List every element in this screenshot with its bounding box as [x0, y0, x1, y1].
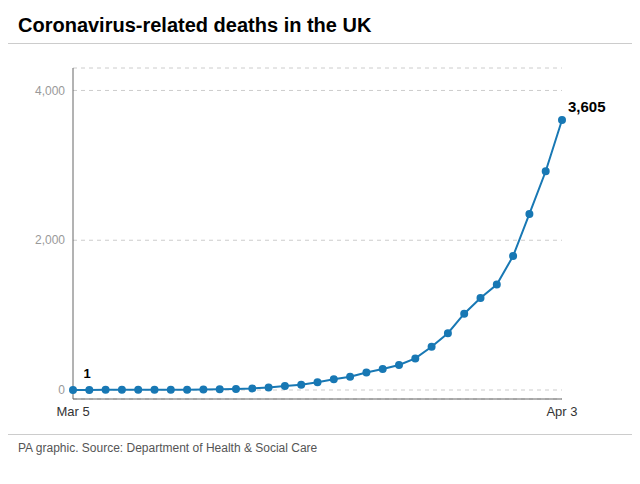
svg-text:0: 0: [58, 383, 65, 397]
svg-text:3,605: 3,605: [568, 98, 606, 115]
svg-text:Mar 5: Mar 5: [56, 404, 89, 419]
svg-text:Apr 3: Apr 3: [546, 404, 577, 419]
svg-text:2,000: 2,000: [35, 233, 65, 247]
html-text:Coronavirus-related deaths in: Coronavirus-related deaths in the UK: [18, 14, 372, 36]
html-text:PA graphic. Source: Department: PA graphic. Source: Department of Health…: [18, 441, 318, 455]
svg-text:1: 1: [83, 366, 90, 381]
svg-text:4,000: 4,000: [35, 84, 65, 98]
